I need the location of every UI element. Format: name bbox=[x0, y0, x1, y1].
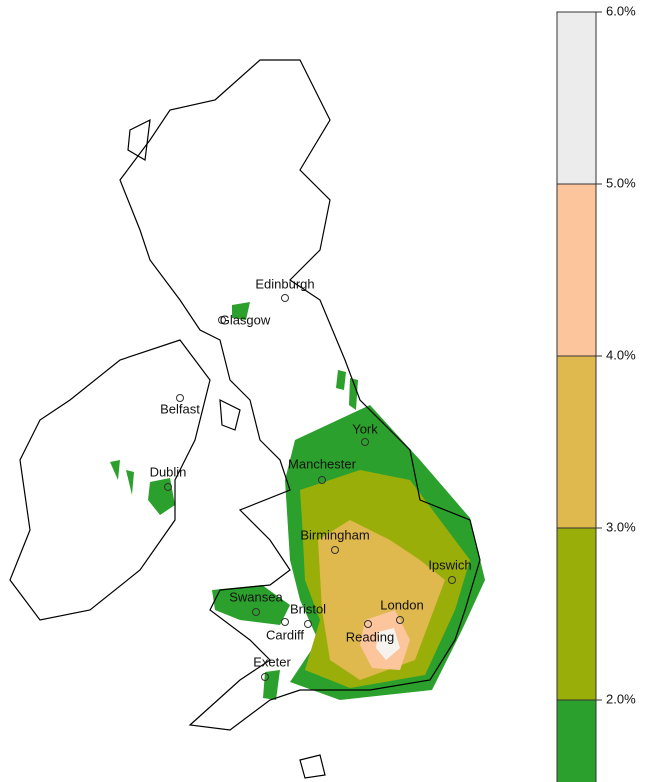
coastline-great-britain bbox=[119, 59, 481, 731]
city-label: York bbox=[352, 421, 378, 436]
legend-tick-label: 2.0% bbox=[606, 691, 636, 706]
legend-tick-label: 3.0% bbox=[606, 519, 636, 534]
city-label: Glasgow bbox=[220, 312, 271, 327]
city-marker bbox=[218, 316, 226, 324]
city-label: London bbox=[380, 597, 423, 612]
city-label: Swansea bbox=[229, 589, 283, 604]
legend-bin bbox=[556, 355, 597, 529]
city-label: Ipswich bbox=[428, 557, 471, 572]
coastline-ireland bbox=[9, 339, 211, 621]
city-marker bbox=[252, 608, 260, 616]
city-marker bbox=[164, 483, 172, 491]
city-marker bbox=[364, 620, 372, 628]
legend-bin bbox=[556, 11, 597, 185]
cities: Edinburgh Glasgow Belfast York Manchester Dub… bbox=[150, 276, 472, 681]
city-label: Manchester bbox=[288, 456, 357, 471]
city-label: Cardiff bbox=[266, 627, 304, 642]
city-marker bbox=[448, 576, 456, 584]
city-label: Dublin bbox=[150, 464, 187, 479]
field-white bbox=[376, 628, 400, 660]
city-marker bbox=[176, 394, 184, 402]
city-label: Bristol bbox=[290, 601, 326, 616]
city-marker bbox=[281, 618, 289, 626]
city-marker bbox=[261, 673, 269, 681]
city-label: Birmingham bbox=[300, 527, 369, 542]
city-label: Exeter bbox=[253, 654, 291, 669]
city-marker bbox=[281, 294, 289, 302]
city-label: Reading bbox=[346, 629, 394, 644]
city-label: Edinburgh bbox=[255, 276, 314, 291]
field-green bbox=[148, 478, 175, 515]
city-marker bbox=[361, 438, 369, 446]
coastline-islands bbox=[127, 118, 326, 779]
city-marker bbox=[304, 620, 312, 628]
city-label: Belfast bbox=[160, 401, 200, 416]
legend: 2.0% 3.0% 4.0% 5.0% 6.0% bbox=[556, 3, 636, 782]
field-green bbox=[212, 585, 290, 625]
legend-tick-label: 5.0% bbox=[606, 175, 636, 190]
legend-tick-label: 6.0% bbox=[606, 3, 636, 18]
legend-bin bbox=[556, 699, 597, 782]
rain-fields bbox=[110, 302, 485, 700]
city-marker bbox=[318, 476, 326, 484]
city-marker bbox=[331, 546, 339, 554]
legend-tick-label: 4.0% bbox=[606, 347, 636, 362]
city-marker bbox=[396, 616, 404, 624]
legend-bin bbox=[556, 527, 597, 701]
legend-bin bbox=[556, 183, 597, 357]
field-tan bbox=[318, 520, 445, 680]
